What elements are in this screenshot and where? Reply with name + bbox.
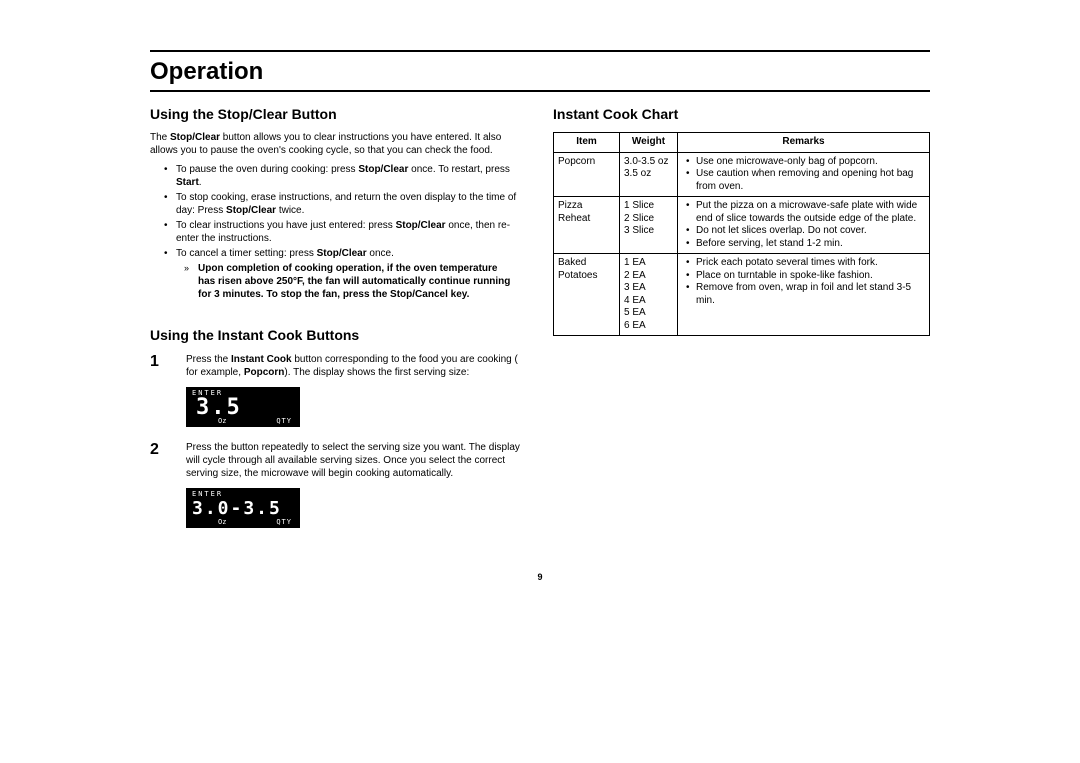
step-1: 1 Press the Instant Cook button correspo… [150,353,527,379]
text-bold: Instant Cook [231,354,292,365]
text-bold: Stop/Clear [317,248,367,259]
list-item: To clear instructions you have just ente… [176,219,517,245]
display-qty-label: QTY [276,518,292,526]
left-column: Using the Stop/Clear Button The Stop/Cle… [150,106,527,542]
text: . [199,177,202,188]
manual-page: Operation Using the Stop/Clear Button Th… [0,0,1080,592]
display-oz-label: Oz [218,417,226,425]
display-qty-label: QTY [276,417,292,425]
list-item: To pause the oven during cooking: press … [176,163,517,189]
page-number: 9 [150,572,930,582]
text: ). The display shows the first serving s… [284,367,469,378]
heading-instant-cook: Using the Instant Cook Buttons [150,327,527,343]
right-column: Instant Cook Chart Item Weight Remarks P… [553,106,930,542]
list-item: Use caution when removing and opening ho… [696,168,925,193]
text: To clear instructions you have just ente… [176,220,396,231]
display-oz-label: Oz [218,518,226,526]
list-item: Use one microwave-only bag of popcorn. [696,156,925,169]
text: twice. [276,205,304,216]
th-weight: Weight [620,133,678,153]
steps-list: 1 Press the Instant Cook button correspo… [150,353,527,528]
text-bold: Stop/Clear [170,132,220,143]
text: Press the [186,354,231,365]
sub-list: Upon completion of cooking operation, if… [176,262,517,301]
heading-stop-clear: Using the Stop/Clear Button [150,106,527,122]
page-title: Operation [150,58,930,86]
list-item: To cancel a timer setting: press Stop/Cl… [176,247,517,301]
text: To cancel a timer setting: press [176,248,317,259]
text: The [150,132,170,143]
text-bold: Upon completion of cooking operation, if… [198,263,510,300]
microwave-display-2: ENTER 3.0-3.5 Oz QTY [186,488,300,528]
cell-weight: 1 EA 2 EA 3 EA 4 EA 5 EA 6 EA [620,254,678,336]
th-remarks: Remarks [678,133,930,153]
list-item: Do not let slices overlap. Do not cover. [696,225,925,238]
list-item: To stop cooking, erase instructions, and… [176,191,517,217]
step-body: Press the Instant Cook button correspond… [186,353,527,379]
list-item: Before serving, let stand 1-2 min. [696,238,925,251]
display-enter-label: ENTER [192,490,223,498]
text: once. To restart, press [408,164,510,175]
cell-remarks: Prick each potato several times with for… [678,254,930,336]
step-2: 2 Press the button repeatedly to select … [150,441,527,480]
content-columns: Using the Stop/Clear Button The Stop/Cle… [150,106,930,542]
list-item: Upon completion of cooking operation, if… [198,262,517,301]
stop-clear-list: To pause the oven during cooking: press … [150,163,517,301]
cell-item: Baked Potatoes [554,254,620,336]
text: To pause the oven during cooking: press [176,164,358,175]
text: once. [367,248,394,259]
step-number: 2 [150,441,186,480]
table-row: Baked Potatoes 1 EA 2 EA 3 EA 4 EA 5 EA … [554,254,930,336]
list-item: Place on turntable in spoke-like fashion… [696,270,925,283]
step-body: Press the button repeatedly to select th… [186,441,527,480]
display-value: 3.0-3.5 [192,498,282,519]
table-row: Pizza Reheat 1 Slice 2 Slice 3 Slice Put… [554,197,930,254]
list-item: Prick each potato several times with for… [696,257,925,270]
microwave-display-1: ENTER 3.5 Oz QTY [186,387,300,427]
title-underline [150,90,930,92]
text-bold: Start [176,177,199,188]
list-item: Put the pizza on a microwave-safe plate … [696,200,925,225]
cell-item: Pizza Reheat [554,197,620,254]
text-bold: Popcorn [244,367,285,378]
text-bold: Stop/Clear [396,220,446,231]
cell-remarks: Put the pizza on a microwave-safe plate … [678,197,930,254]
top-rule [150,50,930,52]
text-bold: Stop/Clear [358,164,408,175]
cell-item: Popcorn [554,152,620,197]
text-bold: Stop/Clear [226,205,276,216]
instant-cook-table: Item Weight Remarks Popcorn 3.0-3.5 oz 3… [553,132,930,336]
step-number: 1 [150,353,186,379]
cell-weight: 3.0-3.5 oz 3.5 oz [620,152,678,197]
cell-weight: 1 Slice 2 Slice 3 Slice [620,197,678,254]
th-item: Item [554,133,620,153]
heading-chart: Instant Cook Chart [553,106,930,122]
list-item: Remove from oven, wrap in foil and let s… [696,282,925,307]
stop-clear-intro: The Stop/Clear button allows you to clea… [150,132,517,157]
cell-remarks: Use one microwave-only bag of popcorn. U… [678,152,930,197]
table-header-row: Item Weight Remarks [554,133,930,153]
table-row: Popcorn 3.0-3.5 oz 3.5 oz Use one microw… [554,152,930,197]
